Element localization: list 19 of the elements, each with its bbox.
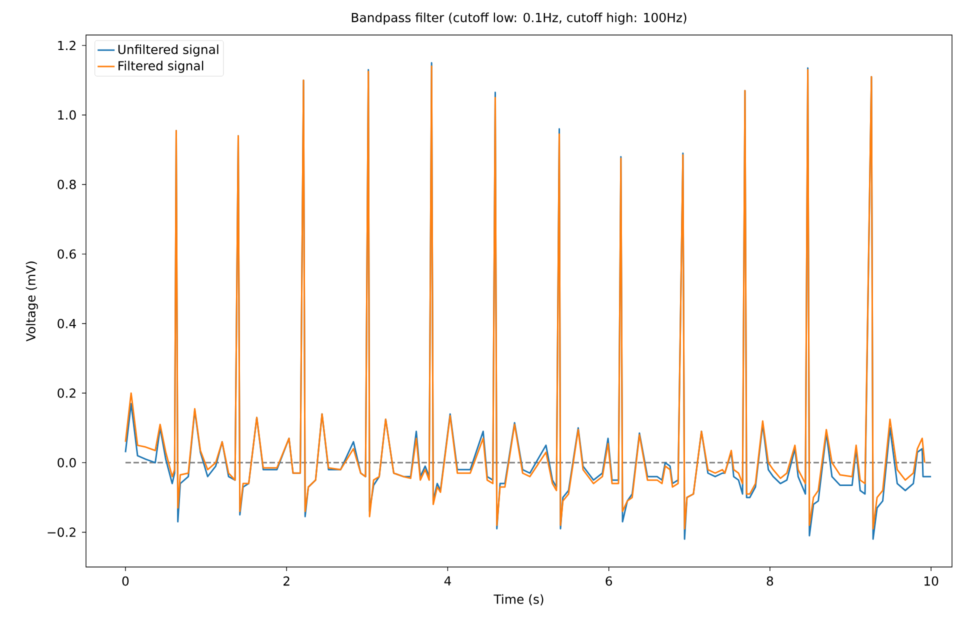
x-tick-label: 6 (606, 576, 612, 586)
y-tick-label: 0.0 (58, 458, 76, 468)
x-tick-label: 0 (122, 576, 129, 586)
legend-label: Unfiltered signal (118, 44, 218, 57)
y-axis-title: Voltage (mV) (26, 262, 38, 342)
y-tick-label: −0.2 (48, 528, 76, 537)
x-tick-label: 10 (924, 576, 938, 586)
x-tick-label: 8 (766, 576, 774, 586)
chart-title: Bandpass filter (cutoff low: 0.1Hz, cutoff high: 100Hz) (352, 12, 686, 25)
x-axis-title: Time (s) (494, 594, 544, 606)
x-tick-label: 2 (284, 576, 290, 586)
y-tick-label: 0.6 (58, 249, 76, 259)
y-tick-label: 0.8 (58, 180, 76, 190)
y-tick-label: 0.4 (58, 318, 76, 328)
y-tick-label: 1.0 (58, 110, 76, 120)
y-tick-label: 1.2 (58, 40, 76, 50)
y-tick-label: 0.2 (58, 388, 76, 398)
x-tick-label: 4 (444, 576, 451, 586)
legend-label: Filtered signal (118, 60, 204, 73)
